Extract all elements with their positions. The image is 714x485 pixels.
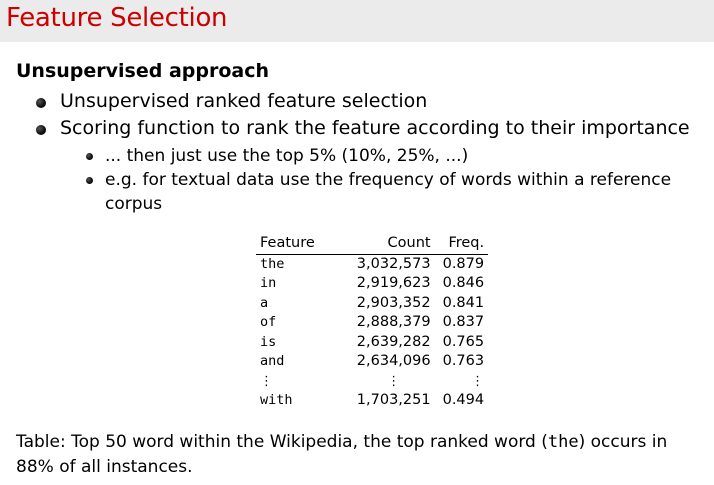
table-header-row: Feature Count Freq.: [256, 234, 489, 255]
cell-word: and: [260, 353, 285, 369]
caption-label: Table:: [16, 432, 66, 452]
block-title: Unsupervised approach: [16, 60, 270, 82]
cell-word: is: [260, 333, 277, 350]
vertical-ellipsis-icon: ⋮: [471, 373, 485, 389]
bullet-ball-icon: [86, 177, 93, 184]
table-row: is 2,639,282 0.765: [256, 333, 488, 353]
header-freq: Freq.: [438, 234, 489, 255]
sub-bullet-continuation: corpus: [105, 194, 163, 214]
cell-freq: 0.765: [442, 333, 485, 350]
cell-word: a: [260, 294, 269, 311]
cell-freq: 0.841: [442, 294, 485, 311]
bullet-ball-icon: [86, 153, 93, 160]
table-row: in 2,919,623 0.846: [256, 274, 488, 294]
table-row: a 2,903,352 0.841: [256, 294, 488, 314]
cell-count: 3,032,573: [356, 255, 431, 272]
caption-text: ) occurs in 88% of all instances.: [16, 432, 668, 477]
cell-word: the: [260, 255, 285, 272]
header-feature: Feature: [256, 234, 319, 255]
cell-freq: 0.837: [442, 314, 485, 330]
title-bar: Feature Selection: [0, 0, 714, 42]
cell-count: 1,703,251: [356, 391, 431, 408]
vertical-ellipsis-icon: ⋮: [260, 373, 273, 389]
bullet-text: Unsupervised ranked feature selection: [60, 90, 428, 112]
cell-count: 2,634,096: [356, 353, 431, 369]
table-ellipsis-row: ⋮ ⋮ ⋮: [256, 372, 488, 391]
sub-bullet-text: e.g. for textual data use the frequency …: [105, 170, 672, 190]
bullet-ball-icon: [36, 98, 46, 108]
cell-freq: 0.763: [442, 353, 485, 369]
cell-count: 2,903,352: [356, 294, 431, 311]
cell-freq: 0.879: [442, 255, 485, 272]
cell-count: 2,888,379: [356, 314, 431, 330]
caption-text: Top 50 word within the Wikipedia, the to…: [65, 432, 548, 452]
table-row: and 2,634,096 0.763: [256, 352, 488, 372]
vertical-ellipsis-icon: ⋮: [387, 373, 401, 389]
table-caption: Table: Top 50 word within the Wikipedia,…: [16, 430, 706, 480]
bullet-text: Scoring function to rank the feature acc…: [60, 117, 690, 139]
cell-word: with: [260, 391, 293, 408]
cell-word: of: [260, 314, 277, 330]
slide-title: Feature Selection: [6, 3, 228, 33]
cell-count: 2,919,623: [356, 275, 431, 291]
caption-code: the: [547, 432, 579, 452]
cell-count: 2,639,282: [356, 333, 431, 350]
table-row: of 2,888,379 0.837: [256, 313, 488, 333]
table-row: the 3,032,573 0.879: [256, 254, 488, 274]
header-count: Count: [318, 234, 439, 255]
cell-freq: 0.494: [442, 391, 485, 408]
sub-bullet-text: ... then just use the top 5% (10%, 25%, …: [105, 146, 469, 166]
word-frequency-table: Feature Count Freq. the 3,032,573 0.879 …: [256, 234, 489, 411]
cell-freq: 0.846: [442, 275, 485, 291]
bullet-ball-icon: [36, 125, 46, 135]
table-row: with 1,703,251 0.494: [256, 391, 488, 411]
cell-word: in: [260, 275, 277, 291]
